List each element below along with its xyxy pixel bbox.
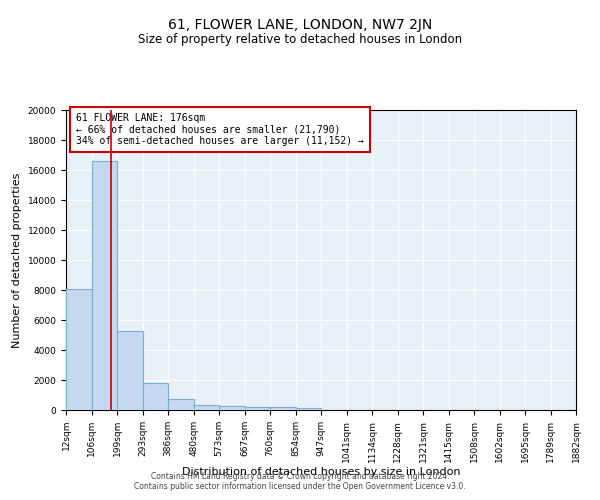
Text: Contains HM Land Registry data © Crown copyright and database right 2024.: Contains HM Land Registry data © Crown c… [151, 472, 449, 481]
Bar [66, 288, 92, 410]
Bar [296, 408, 321, 410]
Bar [245, 407, 270, 410]
Y-axis label: Number of detached properties: Number of detached properties [12, 172, 22, 348]
Bar [219, 406, 245, 410]
Text: Contains public sector information licensed under the Open Government Licence v3: Contains public sector information licen… [134, 482, 466, 491]
Text: 61 FLOWER LANE: 176sqm
← 66% of detached houses are smaller (21,790)
34% of semi: 61 FLOWER LANE: 176sqm ← 66% of detached… [76, 113, 364, 146]
Text: Size of property relative to detached houses in London: Size of property relative to detached ho… [138, 32, 462, 46]
Bar [194, 405, 219, 410]
Bar [143, 383, 168, 410]
Bar [270, 407, 296, 410]
Bar [168, 399, 194, 410]
Bar [117, 330, 143, 410]
X-axis label: Distribution of detached houses by size in London: Distribution of detached houses by size … [182, 468, 460, 477]
Text: 61, FLOWER LANE, LONDON, NW7 2JN: 61, FLOWER LANE, LONDON, NW7 2JN [168, 18, 432, 32]
Bar [92, 161, 117, 410]
